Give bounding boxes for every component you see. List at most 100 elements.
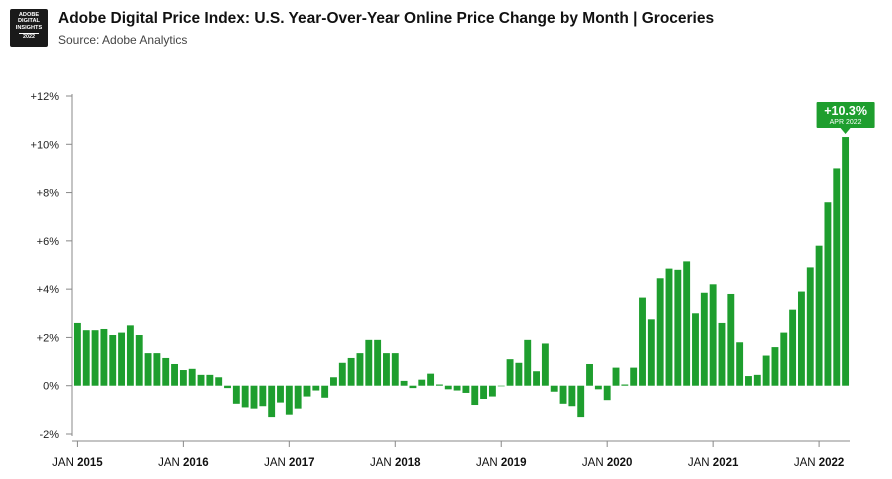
x-tick-year: 2016 <box>183 457 209 469</box>
bar <box>383 353 390 386</box>
bar <box>656 278 664 386</box>
bar <box>683 261 691 386</box>
bar <box>391 353 399 386</box>
x-tick-month: JAN <box>158 457 183 469</box>
x-tick-month: JAN <box>688 457 713 469</box>
x-tick-label: JAN 2019 <box>476 457 527 469</box>
bar <box>153 353 161 386</box>
bar <box>206 374 214 386</box>
x-tick-label: JAN 2016 <box>158 457 209 469</box>
x-tick-month: JAN <box>264 457 289 469</box>
bar <box>647 319 655 386</box>
bar <box>232 385 240 404</box>
bar <box>144 353 152 386</box>
logo-line-3: INSIGHTS <box>15 24 43 31</box>
bar <box>586 363 593 386</box>
x-tick-year: 2019 <box>501 457 527 469</box>
x-tick-month: JAN <box>582 457 607 469</box>
bar <box>100 328 108 386</box>
bar <box>427 373 435 386</box>
adobe-digital-insights-logo: ADOBE DIGITAL INSIGHTS 2022 <box>10 9 48 47</box>
bar <box>559 385 567 404</box>
bar <box>338 362 346 386</box>
bar <box>700 292 708 386</box>
bar <box>409 385 417 389</box>
bar <box>126 325 134 386</box>
bar <box>718 322 726 386</box>
bar <box>577 385 585 418</box>
x-tick-year: 2020 <box>607 457 633 469</box>
x-tick-month: JAN <box>794 457 819 469</box>
bar <box>435 384 443 386</box>
bar <box>356 353 364 386</box>
bar <box>709 284 717 386</box>
bar <box>347 357 355 386</box>
x-tick-label: JAN 2021 <box>688 457 739 469</box>
bar <box>294 385 302 409</box>
bar <box>179 370 187 386</box>
bar <box>277 385 284 403</box>
x-axis: JAN 2015 JAN 2016 JAN 2017 JAN 2018 JAN 2019… <box>52 440 850 469</box>
bar <box>727 293 735 386</box>
x-tick-year: 2021 <box>713 457 739 469</box>
y-tick-label: +12% <box>31 91 60 103</box>
y-tick-label: +4% <box>37 284 60 296</box>
bar <box>400 380 408 386</box>
bar <box>321 385 329 398</box>
callout-date: APR 2022 <box>830 119 862 126</box>
bar <box>815 245 823 386</box>
x-tick-year: 2017 <box>289 457 315 469</box>
bar <box>462 385 470 393</box>
y-tick-label: +8% <box>37 188 60 200</box>
x-tick-year: 2015 <box>77 457 103 469</box>
y-tick-label: +2% <box>37 332 60 344</box>
bar <box>833 168 841 386</box>
bar <box>674 269 682 386</box>
callout-box <box>816 102 875 129</box>
bar <box>692 313 699 386</box>
chart-title: Adobe Digital Price Index: U.S. Year-Ove… <box>58 10 715 27</box>
bar <box>789 309 797 386</box>
y-tick-label: +6% <box>37 236 60 248</box>
bar <box>109 335 117 386</box>
x-tick-label: JAN 2022 <box>794 457 845 469</box>
bar <box>224 385 231 389</box>
bar <box>515 362 523 386</box>
bar <box>568 385 576 407</box>
bar <box>497 385 505 387</box>
bar <box>771 347 779 386</box>
bar <box>736 342 744 386</box>
bars <box>73 137 850 418</box>
bar <box>241 385 249 408</box>
bar <box>365 339 373 386</box>
bar <box>73 322 81 386</box>
bar <box>268 385 276 418</box>
bar <box>745 376 752 386</box>
x-tick-year: 2022 <box>819 457 845 469</box>
callout-value: +10.3% <box>824 104 867 118</box>
bar <box>471 385 479 406</box>
bar <box>639 297 646 386</box>
x-tick-label: JAN 2017 <box>264 457 315 469</box>
bar <box>171 363 178 386</box>
bar <box>250 385 258 409</box>
y-axis: +12% +10% +8% +6% +4% +2% 0% -2% <box>31 91 73 441</box>
bar <box>541 343 549 386</box>
bar <box>259 385 267 407</box>
logo-line-1: ADOBE <box>18 12 40 18</box>
bar <box>480 385 488 399</box>
bar <box>418 379 426 386</box>
bar <box>303 385 311 397</box>
bar <box>197 374 205 386</box>
bar <box>444 385 452 390</box>
bar <box>162 357 170 386</box>
bar <box>603 385 611 401</box>
bar <box>488 385 496 397</box>
bar <box>524 339 532 386</box>
bar <box>285 385 293 415</box>
logo-year: 2022 <box>19 33 39 40</box>
bar <box>824 202 832 386</box>
bar <box>550 385 558 392</box>
x-tick-month: JAN <box>370 457 395 469</box>
bar <box>82 330 90 386</box>
